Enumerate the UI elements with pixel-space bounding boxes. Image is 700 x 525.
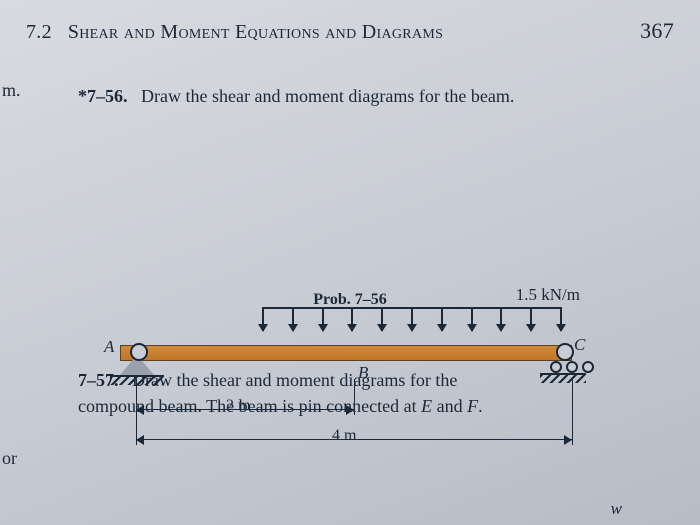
problem-56-number: *7–56. <box>78 86 128 106</box>
point-label-b: B <box>358 363 368 383</box>
point-e: E <box>421 396 432 416</box>
dim-tick <box>354 379 355 415</box>
dimension-ab-label: 2 m <box>226 397 250 415</box>
beam-diagram: 1.5 kN/m A B C 2 m 4 m Prob. 7–56 <box>90 291 610 309</box>
point-f: F <box>467 396 478 416</box>
dim-tick <box>572 379 573 445</box>
chapter-header: 7.2 Shear and Moment Equations and Diagr… <box>26 18 674 44</box>
page-number: 367 <box>640 18 674 44</box>
distributed-load-label: 1.5 kN/m <box>516 285 580 305</box>
section-title: Shear and Moment Equations and Diagrams <box>68 21 443 43</box>
load-arrows <box>262 307 562 343</box>
and-text: and <box>432 396 467 416</box>
period: . <box>478 396 483 416</box>
problem-56-statement: *7–56. Draw the shear and moment diagram… <box>78 86 674 107</box>
margin-note-m: m. <box>2 80 21 101</box>
beam-body <box>120 345 572 361</box>
section-number: 7.2 <box>26 21 52 43</box>
w-symbol: w <box>611 499 622 519</box>
problem-57-line1: Draw the shear and moment diagrams for t… <box>132 370 457 390</box>
pin-support-a <box>120 349 154 383</box>
margin-note-or: or <box>2 448 17 469</box>
dimension-ac-label: 4 m <box>332 427 356 445</box>
point-label-a: A <box>104 337 114 357</box>
problem-56-text: Draw the shear and moment diagrams for t… <box>141 86 514 106</box>
roller-support-c <box>546 349 580 383</box>
